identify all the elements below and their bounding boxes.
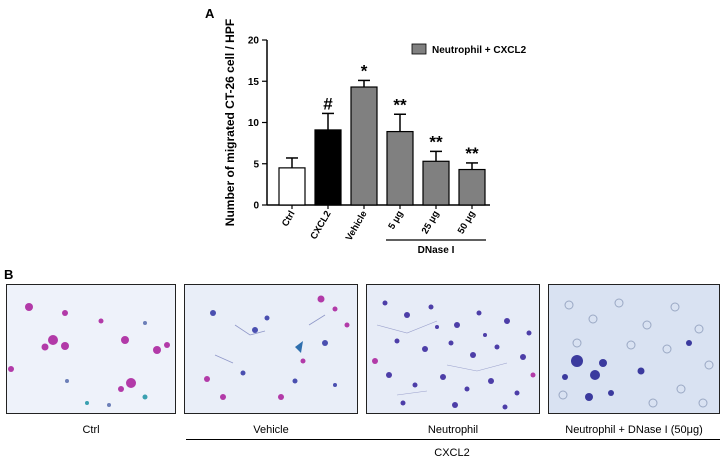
y-tick-label: 0 xyxy=(253,201,259,212)
y-tick-label: 10 xyxy=(248,118,260,129)
panel-a-label: A xyxy=(205,6,215,21)
caption-neutrophil-dnase: Neutrophil + DNase I (50μg) xyxy=(565,424,703,436)
panel-b-label: B xyxy=(4,267,14,282)
cxcl2-group-line xyxy=(186,439,720,440)
micrograph-vehicle xyxy=(184,284,358,414)
significance-label-4: ** xyxy=(429,132,443,151)
y-tick-label: 20 xyxy=(248,36,260,47)
caption-neutrophil: Neutrophil xyxy=(427,424,479,436)
x-tick-label-3: 5 μg xyxy=(386,209,405,232)
micrograph-neutrophil xyxy=(366,284,540,414)
significance-label-1: # xyxy=(323,94,333,113)
x-tick-label-1: CXCL2 xyxy=(308,209,333,241)
legend-label: Neutrophil + CXCL2 xyxy=(432,45,527,56)
y-tick-label: 15 xyxy=(248,77,260,88)
x-tick-label-5: 50 μg xyxy=(456,209,478,236)
x-tick-label-2: Vehicle xyxy=(344,209,370,243)
bar-1 xyxy=(314,129,342,206)
micrograph-neutrophil-dnase xyxy=(548,284,720,414)
bar-2 xyxy=(350,86,378,206)
significance-label-3: ** xyxy=(393,95,407,114)
x-tick-label-4: 25 μg xyxy=(420,209,442,236)
cxcl2-group-label: CXCL2 xyxy=(434,447,470,459)
group-bracket-label: DNase I xyxy=(418,245,455,256)
caption-ctrl: Ctrl xyxy=(82,424,100,436)
significance-label-5: ** xyxy=(465,144,479,163)
bar-3 xyxy=(386,130,414,206)
bar-0 xyxy=(278,167,306,206)
significance-label-2: * xyxy=(361,61,368,80)
y-axis-label: Number of migrated CT-26 cell / HPF xyxy=(223,19,237,226)
legend-swatch xyxy=(411,43,427,55)
micrograph-ctrl xyxy=(6,284,176,414)
caption-vehicle: Vehicle xyxy=(253,424,289,436)
bar-chart: 0 5 10 15 20 Number of migrated CT-26 cell / … xyxy=(223,19,527,256)
bar-5 xyxy=(458,168,486,206)
x-tick-label-0: Ctrl xyxy=(280,209,298,229)
y-tick-label: 5 xyxy=(253,159,259,170)
bar-4 xyxy=(422,160,450,206)
